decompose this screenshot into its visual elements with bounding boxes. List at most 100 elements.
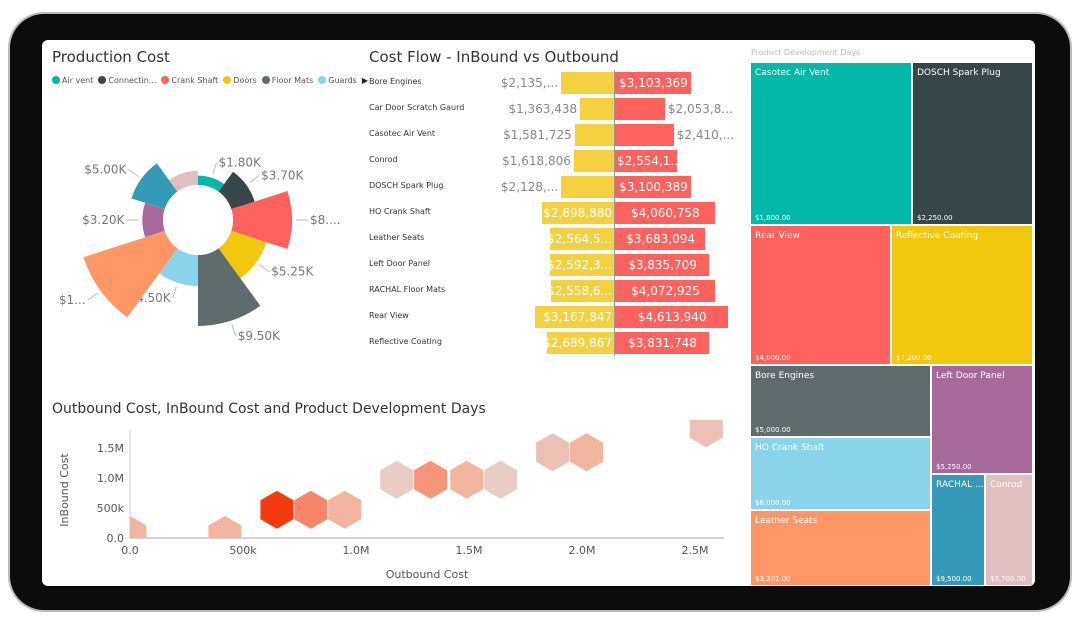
treemap-tile[interactable]: Leather Seats $3,201.00	[750, 510, 931, 586]
bar-value-label: $3,835,709	[628, 258, 697, 272]
bar-value-label: $2,689,867	[543, 336, 612, 350]
treemap-tile[interactable]: Left Door Panel $5,250.00	[931, 365, 1033, 474]
hex-point[interactable]	[208, 516, 242, 554]
polar-segment[interactable]	[218, 230, 267, 279]
hex-point[interactable]	[260, 490, 294, 529]
polar-segment[interactable]	[169, 170, 198, 192]
inbound-bar[interactable]	[550, 228, 614, 250]
production-cost-title: Production Cost	[52, 48, 170, 66]
legend-item[interactable]: Guards	[318, 76, 357, 85]
outbound-bar[interactable]	[614, 202, 715, 224]
hex-point[interactable]	[114, 516, 147, 554]
polar-segment[interactable]	[142, 202, 165, 238]
hex-point[interactable]	[450, 460, 484, 499]
outbound-bar[interactable]	[614, 150, 678, 172]
category-label: Bore Engines	[369, 77, 422, 86]
outbound-bar[interactable]	[614, 228, 706, 250]
tile-name: Rear View	[755, 231, 800, 241]
legend-item[interactable]: Doors	[223, 76, 257, 85]
hex-point[interactable]	[689, 420, 723, 448]
outbound-bar[interactable]	[614, 280, 715, 302]
polar-segment[interactable]	[198, 248, 261, 326]
outbound-bar[interactable]	[614, 254, 710, 276]
bar-value-label: $2,898,880	[543, 206, 612, 220]
legend-next-icon[interactable]: ▶	[361, 76, 368, 85]
leader-line	[172, 286, 177, 299]
treemap-tile[interactable]: HO Crank Shaft $8,000.00	[750, 437, 931, 510]
legend-dot	[98, 76, 107, 84]
bar-value-label: $1,581,725	[503, 128, 572, 142]
bar-value-label: $4,613,940	[637, 310, 707, 324]
inbound-bar[interactable]	[550, 280, 614, 302]
leader-line	[128, 169, 139, 177]
category-label: Leather Seats	[369, 233, 425, 242]
tile-name: RACHAL ...	[936, 480, 984, 490]
outbound-bar[interactable]	[614, 124, 674, 146]
tile-name: Left Door Panel	[936, 371, 1005, 381]
category-label: Left Door Panel	[369, 259, 430, 268]
inbound-bar[interactable]	[573, 150, 614, 172]
treemap-tile[interactable]: Casotec Air Vent $1,800.00	[750, 62, 912, 225]
inbound-bar[interactable]	[535, 306, 614, 328]
inbound-bar[interactable]	[547, 332, 614, 354]
hex-point[interactable]	[328, 490, 362, 529]
legend-item[interactable]: Air vent	[52, 76, 93, 85]
inbound-bar[interactable]	[561, 72, 614, 94]
legend-item[interactable]: Connectin...	[98, 76, 156, 85]
data-label: $1...	[59, 293, 86, 307]
treemap-tile[interactable]: DOSCH Spark Plug $2,250.00	[912, 62, 1033, 225]
inbound-bar[interactable]	[561, 176, 614, 198]
inbound-bar[interactable]	[549, 254, 614, 276]
outbound-bar[interactable]	[614, 306, 729, 328]
bar-value-label: $2,592,3...	[547, 258, 612, 272]
center-axis	[614, 70, 615, 356]
treemap-tile[interactable]: Reflective Coating $7,200.00	[891, 225, 1033, 365]
legend-item[interactable]: Floor Mats	[261, 76, 313, 85]
legend-label: Doors	[233, 76, 257, 85]
category-label: HO Crank Shaft	[369, 207, 431, 216]
inbound-bar[interactable]	[580, 98, 614, 120]
hex-point[interactable]	[536, 433, 570, 472]
outbound-bar[interactable]	[614, 176, 691, 198]
leader-line	[212, 162, 218, 175]
data-label: $9.50K	[238, 329, 281, 343]
hex-point[interactable]	[294, 490, 328, 529]
treemap-tile[interactable]: RACHAL ... $9,500.00	[931, 474, 985, 586]
legend-item[interactable]: Crank Shaft	[161, 76, 218, 85]
inbound-bar[interactable]	[574, 124, 614, 146]
treemap-tile[interactable]: Conrod $3,700.00	[985, 474, 1033, 586]
treemap-tile[interactable]: Rear View $4,000.00	[750, 225, 891, 365]
polar-segment[interactable]	[83, 230, 178, 318]
bar-value-label: $2,135,...	[500, 76, 559, 90]
bar-value-label: $3,100,389	[619, 180, 688, 194]
inbound-bar[interactable]	[542, 202, 614, 224]
bar-value-label: $2,558,6...	[547, 284, 612, 298]
outbound-bar[interactable]	[614, 98, 665, 120]
polar-segment[interactable]	[131, 163, 178, 210]
tile-value: $2,250.00	[917, 214, 953, 222]
polar-segment[interactable]	[159, 248, 198, 286]
x-tick-label: 1.5M	[456, 544, 483, 557]
bar-value-label: $2,564,5...	[547, 232, 612, 246]
legend-label: Crank Shaft	[171, 76, 219, 85]
leader-line	[259, 264, 270, 273]
data-label: $3.20K	[82, 213, 125, 227]
hex-point[interactable]	[414, 460, 448, 499]
y-tick-label: 500k	[97, 502, 125, 515]
polar-segment[interactable]	[218, 171, 255, 210]
polar-segment[interactable]	[231, 190, 292, 250]
polar-segment[interactable]	[198, 175, 225, 192]
x-axis-title: Outbound Cost	[386, 568, 469, 581]
tile-value: $1,800.00	[755, 214, 791, 222]
outbound-bar[interactable]	[614, 332, 710, 354]
bar-value-label: $4,072,925	[631, 284, 700, 298]
outbound-bar[interactable]	[614, 72, 691, 94]
category-label: Conrod	[369, 155, 398, 164]
hex-point[interactable]	[380, 460, 414, 499]
y-axis-title: InBound Cost	[58, 453, 71, 527]
data-label: $5.00K	[84, 162, 127, 176]
legend-dot	[161, 76, 170, 84]
treemap-tile[interactable]: Bore Engines $5,000.00	[750, 365, 931, 437]
hex-point[interactable]	[570, 433, 604, 472]
hex-point[interactable]	[484, 460, 518, 499]
